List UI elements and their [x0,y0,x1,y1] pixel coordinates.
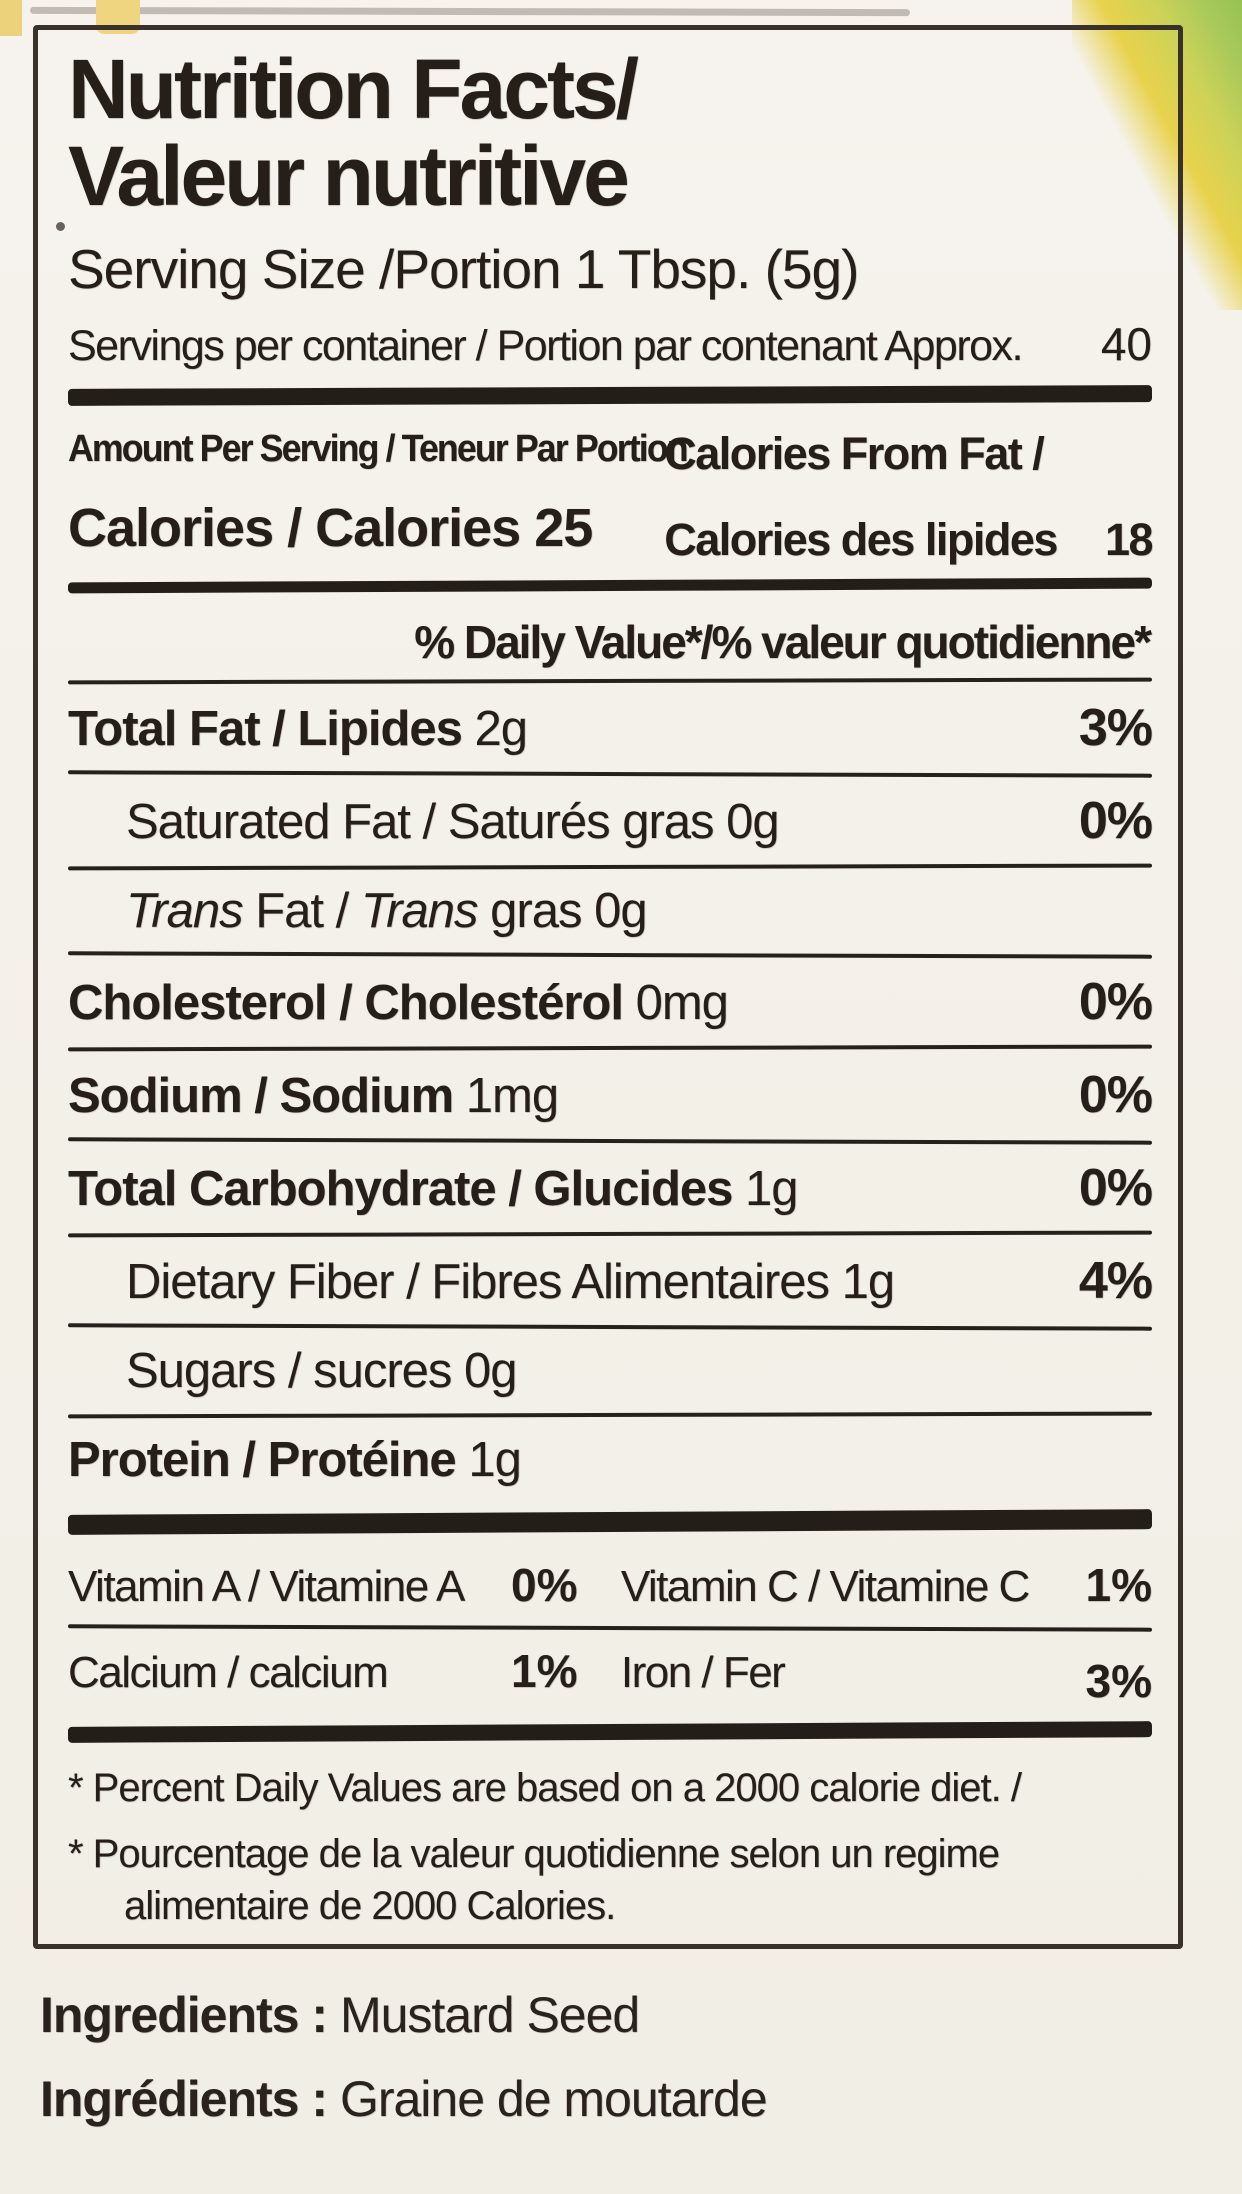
servings-per-container-value: 40 [1100,317,1152,370]
panel-title-en: Nutrition Facts/ [68,42,639,136]
package-corner-accent [1072,0,1242,310]
ingredients-value-fr: Graine de moutarde [339,2071,768,2127]
calories-label: Calories / Calories [68,497,521,558]
nutrient-name: Total Fat / Lipides 2g [68,701,529,757]
nutrient-amount: 0g [594,884,648,939]
nutrient-label-italic: Trans [360,884,479,939]
nutrient-row-cholesterol: Cholesterol / Cholestérol 0mg 0% [68,957,1153,1046]
vitamin-row-2: Calcium / calcium 1% Iron / Fer 3% [68,1630,1152,1712]
nutrient-dv: 0% [1078,1065,1153,1124]
ingredients-label-fr: Ingrédients : [40,2071,328,2127]
nutrient-name: Sugars / sucres 0g [126,1343,518,1399]
nutrient-amount: 1g [841,1254,896,1309]
nutrient-name: Cholesterol / Cholestérol 0mg [68,975,729,1031]
nutrient-row-sodium: Sodium / Sodium 1mg 0% [68,1050,1153,1139]
calcium-label: Calcium / calcium [68,1647,389,1697]
servings-per-container-line: Servings per container / Portion par con… [68,317,1152,371]
nutrient-name: Protein / Protéine 1g [68,1432,522,1488]
nutrient-amount: 1mg [465,1068,559,1123]
nutrient-label: Dietary Fiber / Fibres Alimentaires [126,1254,830,1309]
calories-section: Amount Per Serving / Teneur Par Portion … [68,427,1154,566]
thick-separator [67,1720,1153,1743]
vitamin-a-value: 0% [510,1558,578,1611]
ingredients-line-fr: Ingrédients : Graine de moutarde [40,2070,1200,2128]
nutrient-label-italic: Trans [126,884,244,939]
nutrient-row-saturated-fat: Saturated Fat / Saturés gras 0g 0% [68,776,1153,865]
vitamin-a-label: Vitamin A / Vitamine A [68,1561,465,1611]
nutrient-amount: 0g [726,794,780,849]
calories-line: Calories / Calories 25 [68,497,632,559]
nutrient-amount: 2g [474,701,529,756]
nutrient-name: Dietary Fiber / Fibres Alimentaires 1g [126,1254,896,1310]
package-yellow-mark [0,0,22,36]
ingredients-value-en: Mustard Seed [339,1987,640,2043]
nutrient-name: Total Carbohydrate / Glucides 1g [68,1161,799,1217]
calories-value: 25 [534,497,593,558]
panel-title: Nutrition Facts/ Valeur nutritive [68,42,1152,224]
calories-from-fat-column: Calories From Fat / Calories des lipides… [664,427,1154,566]
package-edge-shadow [29,6,911,17]
calories-from-fat-label-en: Calories From Fat / [664,427,1045,479]
nutrient-row-protein: Protein / Protéine 1g [68,1417,1152,1502]
daily-value-header: % Daily Value*/% valeur quotidienne* [414,615,1152,668]
thick-separator [67,1509,1153,1535]
nutrient-dv: 0% [1078,1158,1153,1217]
ingredients-label-en: Ingredients : [40,1987,328,2043]
nutrient-dv: 0% [1078,791,1153,850]
nutrient-name: Trans Fat / Trans gras 0g [126,883,648,939]
nutrient-name: Sodium / Sodium 1mg [68,1068,559,1124]
vitamin-row-1: Vitamin A / Vitamine A 0% Vitamin C / Vi… [68,1544,1152,1626]
calories-from-fat-line-fr: Calories des lipides 18 [664,513,1154,566]
ingredients-section: Ingredients : Mustard Seed Ingrédients :… [40,1986,1200,2154]
nutrient-label: Cholesterol / Cholestérol [68,976,624,1031]
nutrient-label: Sodium / Sodium [68,1068,454,1123]
vitamin-c-cell: Vitamin C / Vitamine C 1% [621,1558,1152,1612]
amount-per-serving-label: Amount Per Serving / Teneur Par Portion [68,427,689,470]
calcium-value: 1% [510,1644,578,1697]
nutrient-amount: 0g [464,1344,518,1399]
nutrient-amount: 1g [745,1161,799,1216]
nutrient-dv: 4% [1078,1251,1153,1310]
medium-separator [67,577,1153,594]
calories-from-fat-value: 18 [1104,513,1154,565]
servings-per-container-label: Servings per container / Portion par con… [68,321,1024,370]
nutrient-label: Saturated Fat / Saturés gras [126,794,715,849]
calcium-cell: Calcium / calcium 1% [68,1644,577,1698]
iron-value: 3% [1085,1654,1152,1707]
nutrient-label: Fat / [242,884,361,939]
nutrient-label: Total Carbohydrate / Glucides [68,1161,733,1216]
iron-label: Iron / Fer [620,1647,786,1697]
nutrient-row-sugars: Sugars / sucres 0g [68,1328,1152,1413]
calories-from-fat-label-fr: Calories des lipides [664,513,1058,565]
ingredients-line-en: Ingredients : Mustard Seed [40,1986,1200,2044]
nutrient-label: Protein / Protéine [68,1433,457,1488]
calories-left-column: Amount Per Serving / Teneur Par Portion … [68,427,689,566]
vitamin-c-value: 1% [1085,1558,1152,1611]
nutrient-label: gras [477,884,582,939]
vitamin-c-label: Vitamin C / Vitamine C [620,1561,1031,1611]
nutrient-amount: 1g [468,1433,522,1488]
nutrient-dv: 3% [1078,698,1153,757]
thick-separator [67,384,1153,406]
nutrient-name: Saturated Fat / Saturés gras 0g [126,794,780,850]
nutrient-row-carbohydrate: Total Carbohydrate / Glucides 1g 0% [68,1143,1153,1232]
serving-size-line: Serving Size /Portion 1 Tbsp. (5g) [68,237,859,300]
vitamin-a-cell: Vitamin A / Vitamine A 0% [68,1558,577,1612]
nutrient-row-total-fat: Total Fat / Lipides 2g 3% [68,683,1153,772]
nutrient-row-trans-fat: Trans Fat / Trans gras 0g [68,868,1152,953]
nutrient-row-dietary-fiber: Dietary Fiber / Fibres Alimentaires 1g 4… [68,1236,1153,1325]
panel-title-fr: Valeur nutritive [68,129,630,224]
nutrient-dv: 0% [1078,973,1153,1032]
nutrient-label: Sugars / sucres [126,1344,452,1399]
nutrient-amount: 0mg [635,976,729,1031]
footnote-fr: * Pourcentage de la valeur quotidienne s… [68,1831,1000,1928]
nutrient-label: Total Fat / Lipides [68,701,463,756]
photo-speck [56,222,65,231]
footnote-en: * Percent Daily Values are based on a 20… [68,1765,1022,1810]
iron-cell: Iron / Fer 3% [620,1644,1152,1707]
nutrition-facts-panel: Nutrition Facts/ Valeur nutritive Servin… [33,25,1183,1949]
